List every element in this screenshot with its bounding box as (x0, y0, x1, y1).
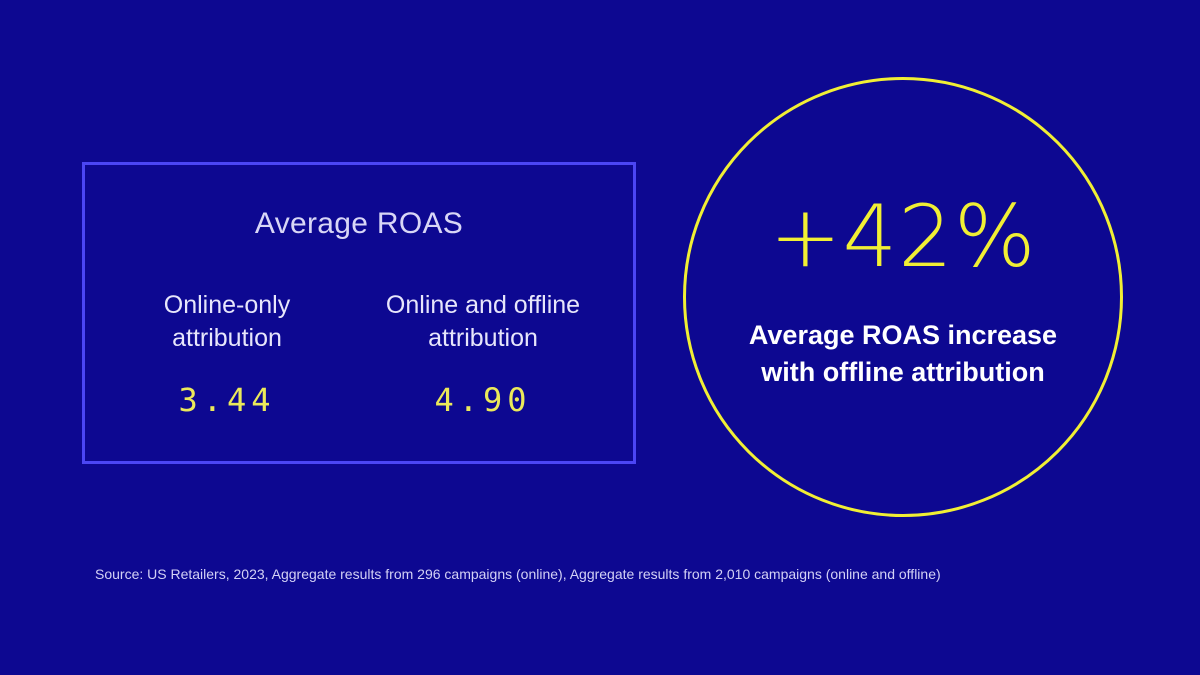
source-note: Source: US Retailers, 2023, Aggregate re… (95, 566, 941, 582)
average-roas-box: Average ROAS Online-only attribution 3.4… (82, 162, 636, 464)
online-only-column: Online-only attribution 3.44 (102, 289, 352, 419)
increase-description: Average ROAS increase with offline attri… (748, 320, 1058, 387)
online-only-label: Online-only attribution (163, 291, 291, 352)
box-title: Average ROAS (254, 207, 464, 240)
highlight-circle: +42% Average ROAS increase with offline … (683, 77, 1123, 517)
online-offline-column: Online and offline attribution 4.90 (358, 289, 608, 419)
increase-percent: +42% (769, 187, 1037, 287)
online-offline-label: Online and offline attribution (385, 291, 581, 352)
online-offline-value: 4.90 (434, 381, 532, 419)
online-only-value: 3.44 (178, 381, 276, 419)
